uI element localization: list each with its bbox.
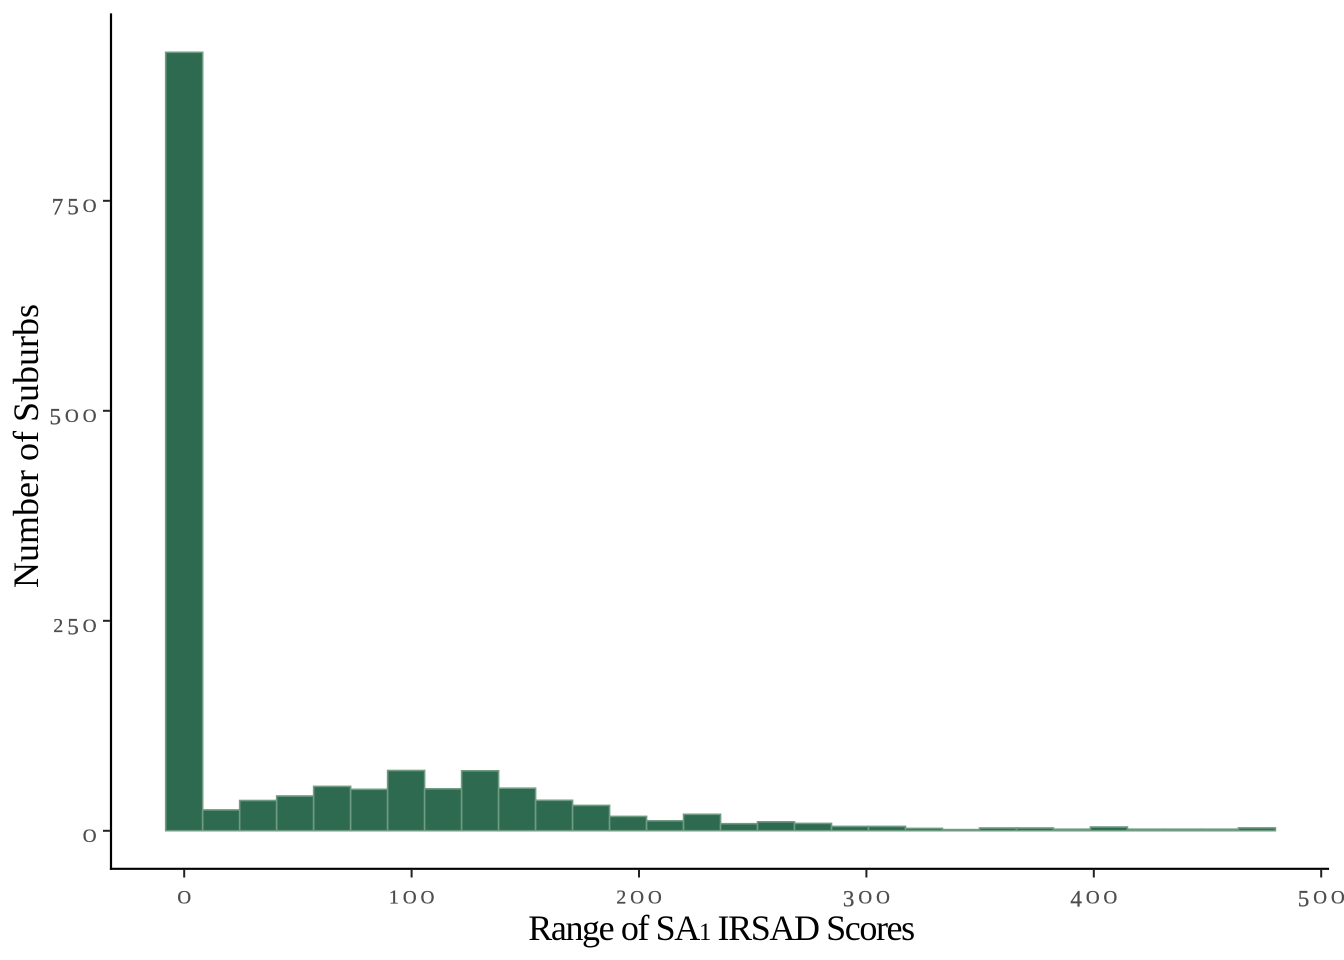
- svg-text:25O: 25O: [53, 615, 100, 640]
- svg-text:Range of SA1 IRSAD Scores: Range of SA1 IRSAD Scores: [528, 908, 914, 948]
- svg-text:1OO: 1OO: [389, 887, 438, 909]
- svg-text:75O: 75O: [52, 195, 101, 220]
- svg-text:5OO: 5OO: [1298, 886, 1344, 911]
- svg-text:Number of Suburbs: Number of Suburbs: [6, 304, 46, 588]
- svg-text:2OO: 2OO: [616, 887, 665, 909]
- svg-text:O: O: [83, 826, 101, 847]
- svg-text:O: O: [177, 888, 195, 909]
- svg-text:3OO: 3OO: [843, 886, 894, 911]
- svg-text:5OO: 5OO: [50, 405, 101, 430]
- svg-text:4OO: 4OO: [1070, 886, 1121, 911]
